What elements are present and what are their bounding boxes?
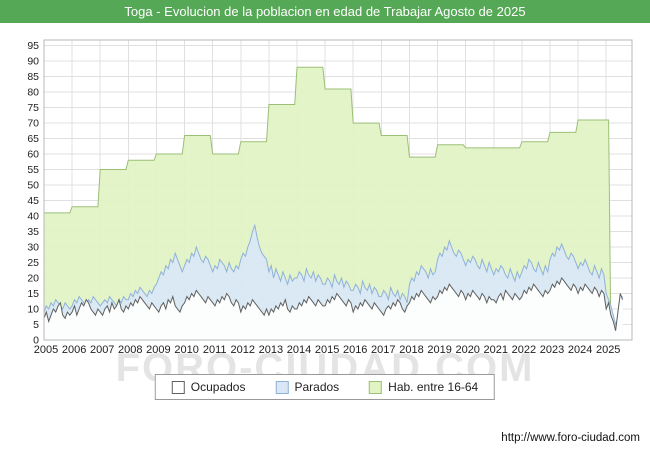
svg-text:2023: 2023	[540, 344, 564, 356]
svg-text:50: 50	[27, 180, 39, 192]
svg-text:95: 95	[27, 40, 39, 52]
svg-text:20: 20	[27, 273, 39, 285]
footer-url: http://www.foro-ciudad.com	[501, 432, 640, 444]
legend: Ocupados Parados Hab. entre 16-64	[154, 374, 496, 400]
svg-text:65: 65	[27, 133, 39, 145]
svg-text:2010: 2010	[174, 344, 198, 356]
svg-text:30: 30	[27, 242, 39, 254]
svg-text:2020: 2020	[455, 344, 479, 356]
footer: http://www.foro-ciudad.com	[501, 432, 640, 444]
svg-text:2008: 2008	[118, 344, 142, 356]
svg-text:2014: 2014	[287, 344, 311, 356]
svg-text:15: 15	[27, 288, 39, 300]
svg-text:25: 25	[27, 257, 39, 269]
svg-text:0: 0	[33, 335, 39, 347]
svg-text:5: 5	[33, 319, 39, 331]
svg-text:2019: 2019	[427, 344, 451, 356]
svg-text:55: 55	[27, 164, 39, 176]
legend-label-hab-16-64: Hab. entre 16-64	[388, 380, 479, 394]
title-bar: Toga - Evolucion de la poblacion en edad…	[0, 0, 650, 23]
svg-text:2022: 2022	[512, 344, 536, 356]
svg-text:90: 90	[27, 56, 39, 68]
legend-item-ocupados: Ocupados	[171, 380, 246, 394]
svg-text:10: 10	[27, 304, 39, 316]
svg-text:75: 75	[27, 102, 39, 114]
legend-swatch-ocupados	[171, 380, 185, 394]
svg-text:40: 40	[27, 211, 39, 223]
svg-text:2013: 2013	[259, 344, 283, 356]
svg-text:85: 85	[27, 71, 39, 83]
svg-text:2017: 2017	[371, 344, 395, 356]
legend-swatch-hab-16-64	[369, 380, 383, 394]
legend-label-ocupados: Ocupados	[190, 380, 246, 394]
legend-item-hab-16-64: Hab. entre 16-64	[369, 380, 478, 394]
svg-text:2025: 2025	[596, 344, 620, 356]
svg-text:2006: 2006	[62, 344, 86, 356]
svg-text:2018: 2018	[399, 344, 423, 356]
svg-text:2024: 2024	[568, 344, 592, 356]
svg-text:35: 35	[27, 226, 39, 238]
svg-text:2009: 2009	[146, 344, 170, 356]
svg-text:2011: 2011	[203, 344, 227, 356]
svg-text:2007: 2007	[90, 344, 114, 356]
svg-text:70: 70	[27, 118, 39, 130]
legend-swatch-parados	[275, 380, 289, 394]
svg-text:2015: 2015	[315, 344, 339, 356]
svg-text:2012: 2012	[231, 344, 255, 356]
svg-text:2005: 2005	[34, 344, 58, 356]
legend-item-parados: Parados	[275, 380, 339, 394]
svg-text:80: 80	[27, 87, 39, 99]
svg-text:2021: 2021	[484, 344, 508, 356]
svg-text:60: 60	[27, 149, 39, 161]
chart-title: Toga - Evolucion de la poblacion en edad…	[124, 4, 526, 19]
svg-text:2016: 2016	[343, 344, 367, 356]
svg-text:45: 45	[27, 195, 39, 207]
legend-label-parados: Parados	[294, 380, 340, 394]
